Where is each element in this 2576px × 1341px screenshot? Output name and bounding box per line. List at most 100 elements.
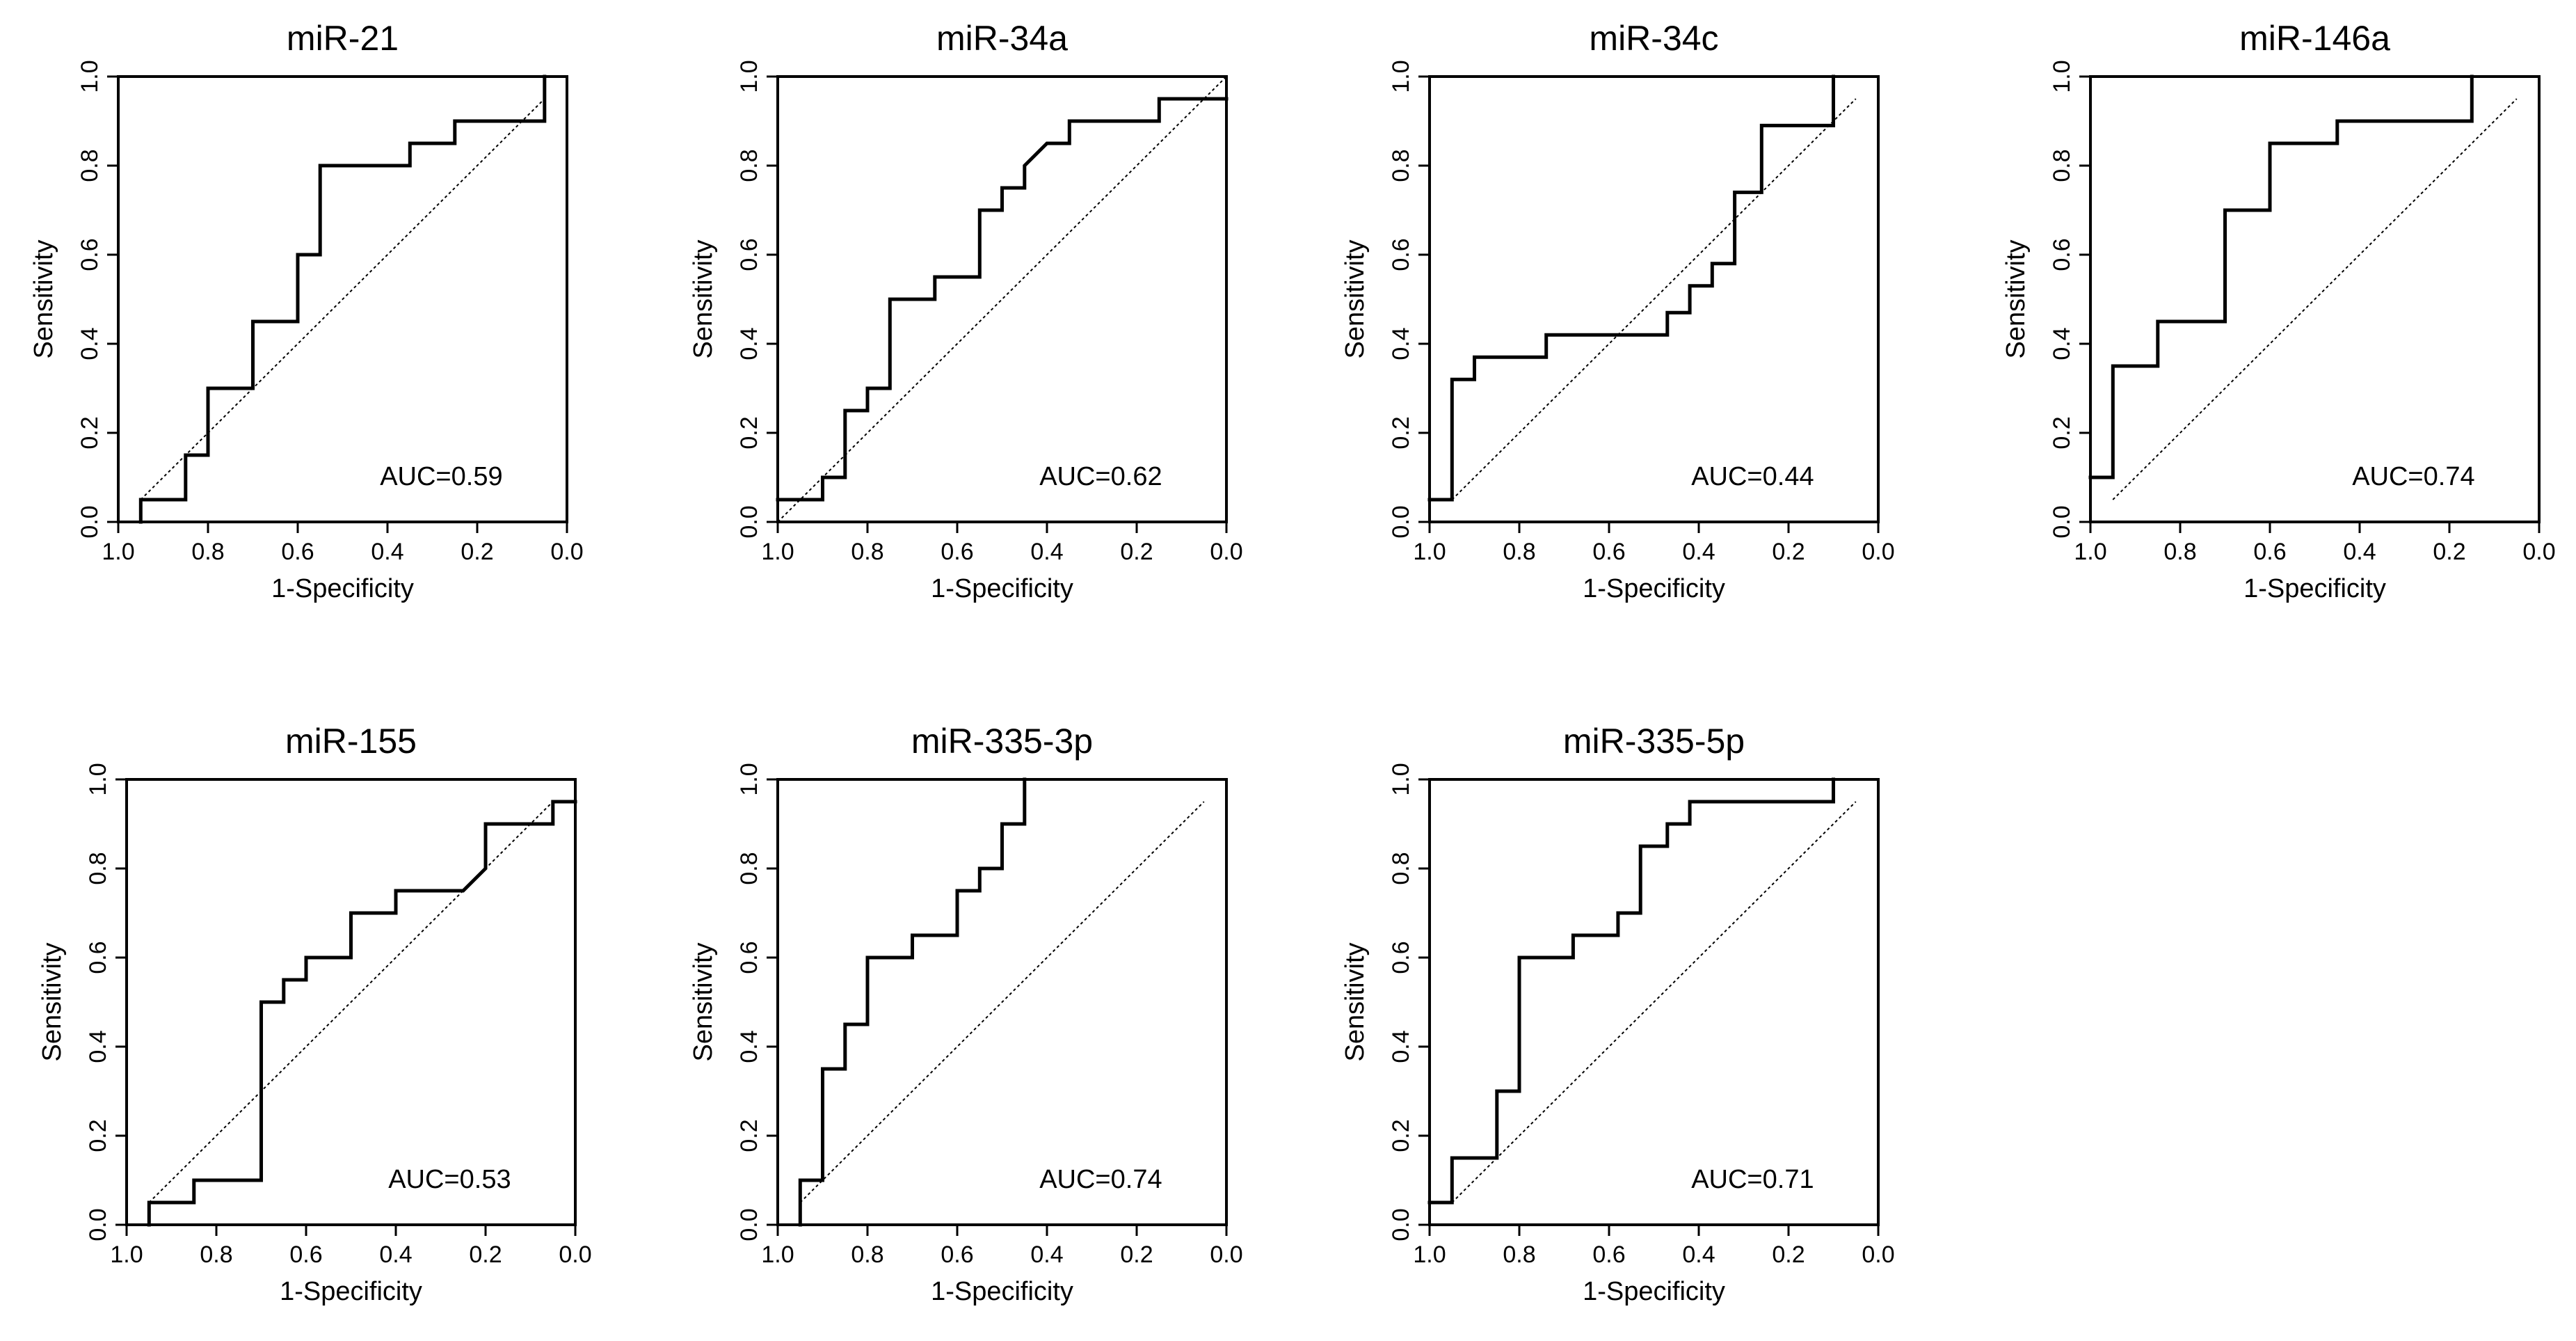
panel-7-x-axis-label: 1-Specificity	[1583, 1277, 1725, 1306]
panel-5-reference-diagonal	[148, 801, 554, 1203]
panel-1-x-tick-label: 0.2	[461, 539, 493, 565]
panel-3-roc-chart: miR-34c 1.0 0.8 0.6 0.4 0.2 0.0 0.0 0.2 0.4 0.6 0.8…	[1341, 19, 1895, 603]
panel-1-plot-frame	[117, 75, 568, 523]
panel-3-y-tick-label: 0.6	[1388, 238, 1414, 271]
panel-2-x-tick-label: 0.0	[1210, 539, 1242, 565]
panel-4-x-tick-label: 0.4	[2343, 539, 2376, 565]
panel-4-x-tick-label: 0.2	[2433, 539, 2465, 565]
panel-7-y-tick-label: 0.2	[1388, 1119, 1414, 1152]
panel-5-title: miR-155	[285, 722, 417, 761]
panel-3-y-tick-label: 0.4	[1388, 327, 1414, 360]
panel-7-y-tick-label: 0.0	[1388, 1208, 1414, 1241]
panel-6-x-axis-label: 1-Specificity	[931, 1277, 1073, 1306]
panel-2-auc-label: AUC=0.62	[1039, 462, 1162, 491]
panel-3-x-tick-label: 0.0	[1862, 539, 1894, 565]
panel-5-plot-frame	[125, 778, 577, 1226]
panel-6-auc-label: AUC=0.74	[1039, 1165, 1162, 1194]
panel-7-title: miR-335-5p	[1563, 722, 1745, 761]
panel-3-x-tick-label: 0.4	[1682, 539, 1715, 565]
panel-7-x-tick-label: 1.0	[1413, 1241, 1446, 1268]
panel-1-x-axis-label: 1-Specificity	[271, 574, 414, 603]
panel-6-y-tick-label: 0.4	[736, 1030, 762, 1063]
panel-3-x-tick-label: 0.6	[1592, 539, 1625, 565]
panel-6-reference-diagonal	[799, 801, 1205, 1203]
panel-5-x-tick-label: 0.2	[469, 1241, 502, 1268]
panel-1-y-tick-label: 0.8	[77, 149, 103, 182]
panel-4-x-tick-label: 0.6	[2253, 539, 2286, 565]
panel-1-x-tick-label: 0.4	[371, 539, 403, 565]
panel-5-roc-curve	[147, 800, 577, 1227]
panel-7-x-tick-label: 0.2	[1772, 1241, 1805, 1268]
panel-2-y-tick-label: 0.6	[736, 238, 762, 271]
panel-1-y-tick-label: 0.0	[77, 505, 103, 538]
panel-5-auc-label: AUC=0.53	[388, 1165, 511, 1194]
panel-6-y-axis-label: Sensitivity	[689, 942, 718, 1061]
panel-2-x-tick-label: 0.2	[1120, 539, 1153, 565]
panel-4-x-tick-label: 0.0	[2522, 539, 2555, 565]
panel-1-y-tick-label: 0.2	[77, 416, 103, 449]
panel-4-auc-label: AUC=0.74	[2352, 462, 2474, 491]
panel-1-title: miR-21	[287, 19, 399, 58]
panel-5-y-tick-label: 0.2	[85, 1119, 111, 1152]
panel-1-reference-diagonal	[140, 98, 545, 500]
panel-3-title: miR-34c	[1589, 19, 1718, 58]
panel-2-title: miR-34a	[936, 19, 1068, 58]
panel-2-x-tick-label: 0.6	[941, 539, 973, 565]
panel-1-roc-chart: miR-21 1.0 0.8 0.6 0.4 0.2 0.0 0.0 0.2 0.4 0.6 0.8 1…	[29, 19, 584, 603]
panel-2-y-tick-label: 0.0	[736, 505, 762, 538]
panel-1-y-tick-label: 1.0	[77, 60, 103, 93]
panel-5-x-tick-label: 0.0	[559, 1241, 591, 1268]
panel-7-y-tick-label: 0.8	[1388, 852, 1414, 884]
panel-1-auc-label: AUC=0.59	[380, 462, 502, 491]
panel-7-x-tick-label: 0.0	[1862, 1241, 1894, 1268]
panel-1-y-axis-label: Sensitivity	[29, 239, 58, 358]
panel-4-roc-curve	[2088, 74, 2474, 479]
panel-1-x-tick-label: 1.0	[102, 539, 134, 565]
panel-4-x-tick-label: 1.0	[2074, 539, 2106, 565]
panel-7-roc-chart: miR-335-5p 1.0 0.8 0.6 0.4 0.2 0.0 0.0 0.2 0.4 0.6…	[1341, 722, 1895, 1306]
panel-5-y-tick-label: 0.8	[85, 852, 111, 884]
panel-2-roc-curve	[776, 97, 1229, 502]
panel-3-y-tick-label: 0.8	[1388, 149, 1414, 182]
panel-6-y-tick-label: 1.0	[736, 763, 762, 795]
panel-2-x-tick-label: 0.8	[851, 539, 883, 565]
panel-3-y-tick-label: 0.2	[1388, 416, 1414, 449]
panel-6-x-tick-label: 0.8	[851, 1241, 883, 1268]
panel-5-x-tick-label: 1.0	[110, 1241, 143, 1268]
panel-6-plot-frame	[776, 778, 1228, 1226]
panel-5-roc-chart: miR-155 1.0 0.8 0.6 0.4 0.2 0.0 0.0 0.2 0.4 0.6 0.8…	[38, 722, 592, 1306]
panel-5-x-tick-label: 0.4	[379, 1241, 412, 1268]
panel-7-y-tick-label: 0.6	[1388, 941, 1414, 974]
panel-4-y-tick-label: 1.0	[2049, 60, 2075, 93]
panel-6-x-tick-label: 0.4	[1030, 1241, 1063, 1268]
panel-6-y-tick-label: 0.6	[736, 941, 762, 974]
panel-2-y-tick-label: 1.0	[736, 60, 762, 93]
panel-7-roc-curve	[1427, 777, 1835, 1205]
panel-2-y-axis-label: Sensitivity	[689, 239, 718, 358]
panel-4-roc-chart: miR-146a 1.0 0.8 0.6 0.4 0.2 0.0 0.0 0.2 0.4 0.6 0.…	[2001, 19, 2556, 603]
panel-2-y-tick-label: 0.8	[736, 149, 762, 182]
panel-5-y-tick-label: 0.6	[85, 941, 111, 974]
panel-4-y-tick-label: 0.4	[2049, 327, 2075, 360]
panel-2-x-tick-label: 1.0	[761, 539, 794, 565]
panel-3-plot-frame	[1428, 75, 1880, 523]
panel-1-x-tick-label: 0.0	[550, 539, 583, 565]
panel-1-y-tick-label: 0.6	[77, 238, 103, 271]
panel-7-plot-frame	[1428, 778, 1880, 1226]
panel-4-y-tick-label: 0.0	[2049, 505, 2075, 538]
panel-4-y-tick-label: 0.6	[2049, 238, 2075, 271]
panel-2-x-tick-label: 0.4	[1030, 539, 1063, 565]
panel-1-x-tick-label: 0.8	[191, 539, 224, 565]
panel-5-x-tick-label: 0.6	[289, 1241, 322, 1268]
panel-7-y-axis-label: Sensitivity	[1341, 942, 1370, 1061]
panel-6-x-tick-label: 0.6	[941, 1241, 973, 1268]
panel-5-y-tick-label: 1.0	[85, 763, 111, 795]
panel-4-title: miR-146a	[2239, 19, 2390, 58]
panel-1-y-tick-label: 0.4	[77, 327, 103, 360]
panel-7-y-tick-label: 0.4	[1388, 1030, 1414, 1063]
panel-2-y-tick-label: 0.4	[736, 327, 762, 360]
panel-3-y-tick-label: 0.0	[1388, 505, 1414, 538]
panel-4-y-tick-label: 0.8	[2049, 149, 2075, 182]
